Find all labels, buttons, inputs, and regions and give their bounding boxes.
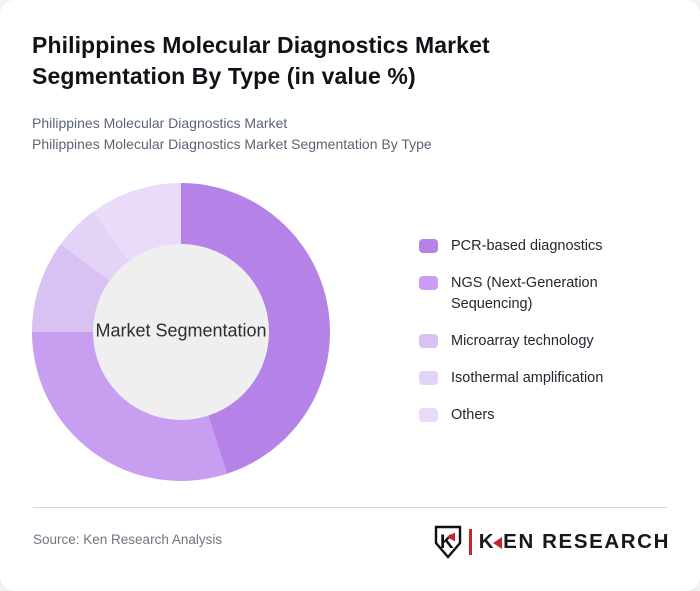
subtitle-line-1: Philippines Molecular Diagnostics Market [32, 115, 288, 131]
logo-shield-triangle [446, 532, 455, 542]
legend-label: Others [451, 407, 495, 423]
footer-divider [33, 507, 667, 508]
donut-center-label: Market Segmentation [95, 320, 267, 341]
donut-hole [93, 244, 269, 420]
page-title: Philippines Molecular Diagnostics Market… [32, 32, 490, 89]
legend-item: PCR-based diagnostics [419, 236, 641, 257]
legend-item: Microarray technology [419, 331, 641, 352]
logo-divider-bar [468, 529, 472, 555]
source-text: Source: Ken Research Analysis [33, 532, 223, 547]
legend-label: Microarray technology [451, 333, 594, 349]
wordmark-k: K [478, 530, 496, 553]
subtitle-line-2: Philippines Molecular Diagnostics Market… [32, 136, 432, 152]
legend-swatch [419, 334, 438, 348]
legend-swatch [419, 371, 438, 385]
donut-chart: Market Segmentation [31, 182, 331, 482]
wordmark-rest: EN RESEARCH [503, 530, 670, 553]
legend-item: Others [419, 405, 641, 426]
ken-research-logo: K K EN RESEARCH [434, 524, 670, 560]
legend-swatch [419, 239, 438, 253]
chart-legend: PCR-based diagnostics NGS (Next-Generatio… [419, 236, 641, 442]
legend-swatch [419, 408, 438, 422]
legend-label: Isothermal amplification [451, 370, 604, 386]
legend-label: NGS (Next-Generation Sequencing) [451, 275, 598, 312]
ken-research-wordmark: K EN RESEARCH [479, 530, 670, 554]
logo-shield-icon: K [434, 525, 461, 559]
legend-item: NGS (Next-Generation Sequencing) [419, 273, 641, 315]
donut-svg [32, 183, 331, 482]
legend-swatch [419, 276, 438, 290]
subtitle: Philippines Molecular Diagnostics Market… [32, 113, 432, 155]
legend-label: PCR-based diagnostics [451, 238, 603, 254]
legend-item: Isothermal amplification [419, 368, 641, 389]
wordmark-red-triangle-icon [493, 536, 503, 549]
